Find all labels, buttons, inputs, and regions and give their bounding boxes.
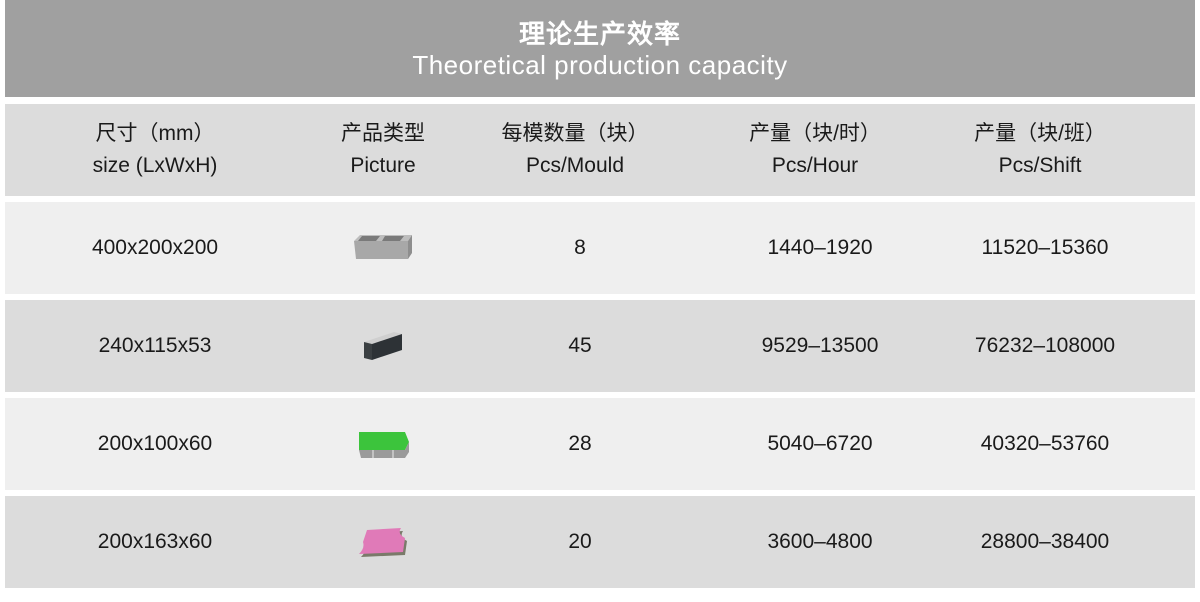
- pcs-hour-cell: 1440–1920: [767, 236, 873, 259]
- header-pcs-hour: 产量（块/时） Pcs/Hour: [749, 104, 881, 196]
- pcs-hour-cell: 5040–6720: [767, 432, 873, 455]
- pcs-hour-cell: 3600–4800: [767, 530, 873, 553]
- header-size-zh: 尺寸（mm）: [95, 122, 215, 145]
- pcs-mould-cell: 20: [568, 530, 592, 553]
- header-picture-en: Picture: [350, 154, 416, 177]
- title-en: Theoretical production capacity: [412, 50, 788, 80]
- pcs-mould-cell: 28: [568, 432, 592, 455]
- table-row: 240x115x53 45 9529–13500 76232–108000: [5, 300, 1195, 392]
- green-paver-icon: [355, 398, 411, 490]
- header-pcs-mould-zh: 每模数量（块）: [501, 122, 649, 145]
- header-pcs-shift-zh: 产量（块/班）: [974, 122, 1106, 145]
- title-zh: 理论生产效率: [518, 19, 681, 49]
- hollow-block-icon: [352, 202, 414, 294]
- header-picture: 产品类型 Picture: [341, 104, 425, 196]
- table-row: 200x163x60 20 3600–4800 28800–38400: [5, 496, 1195, 588]
- header-pcs-mould: 每模数量（块） Pcs/Mould: [502, 104, 649, 196]
- pcs-shift-cell: 76232–108000: [974, 334, 1116, 357]
- pcs-hour-cell: 9529–13500: [761, 334, 879, 357]
- header-row: 尺寸（mm） size (LxWxH) 产品类型 Picture 每模数量（块） Pc…: [5, 104, 1195, 196]
- table-row: 200x100x60 28 5040–6720 40320–53760: [5, 398, 1195, 490]
- size-cell: 200x100x60: [97, 432, 213, 455]
- solid-brick-icon: [362, 300, 404, 392]
- header-picture-zh: 产品类型: [341, 122, 425, 145]
- header-pcs-hour-en: Pcs/Hour: [771, 154, 859, 177]
- header-pcs-shift: 产量（块/班） Pcs/Shift: [974, 104, 1106, 196]
- size-cell: 400x200x200: [91, 236, 219, 259]
- table-title: 理论生产效率 Theoretical production capacity: [5, 0, 1195, 97]
- header-size-en: size (LxWxH): [92, 154, 218, 177]
- header-pcs-mould-en: Pcs/Mould: [525, 154, 625, 177]
- pcs-shift-cell: 28800–38400: [980, 530, 1110, 553]
- pcs-shift-cell: 40320–53760: [980, 432, 1110, 455]
- table-row: 400x200x200 8 1440–1920 11520–15360: [5, 202, 1195, 294]
- size-cell: 200x163x60: [97, 530, 213, 553]
- header-pcs-shift-en: Pcs/Shift: [998, 154, 1082, 177]
- pcs-mould-cell: 8: [574, 236, 586, 259]
- pink-interlock-paver-icon: [355, 496, 411, 588]
- size-cell: 240x115x53: [98, 334, 212, 357]
- pcs-mould-cell: 45: [568, 334, 592, 357]
- pcs-shift-cell: 11520–15360: [981, 236, 1109, 259]
- header-size: 尺寸（mm） size (LxWxH): [93, 104, 218, 196]
- header-pcs-hour-zh: 产量（块/时）: [749, 122, 881, 145]
